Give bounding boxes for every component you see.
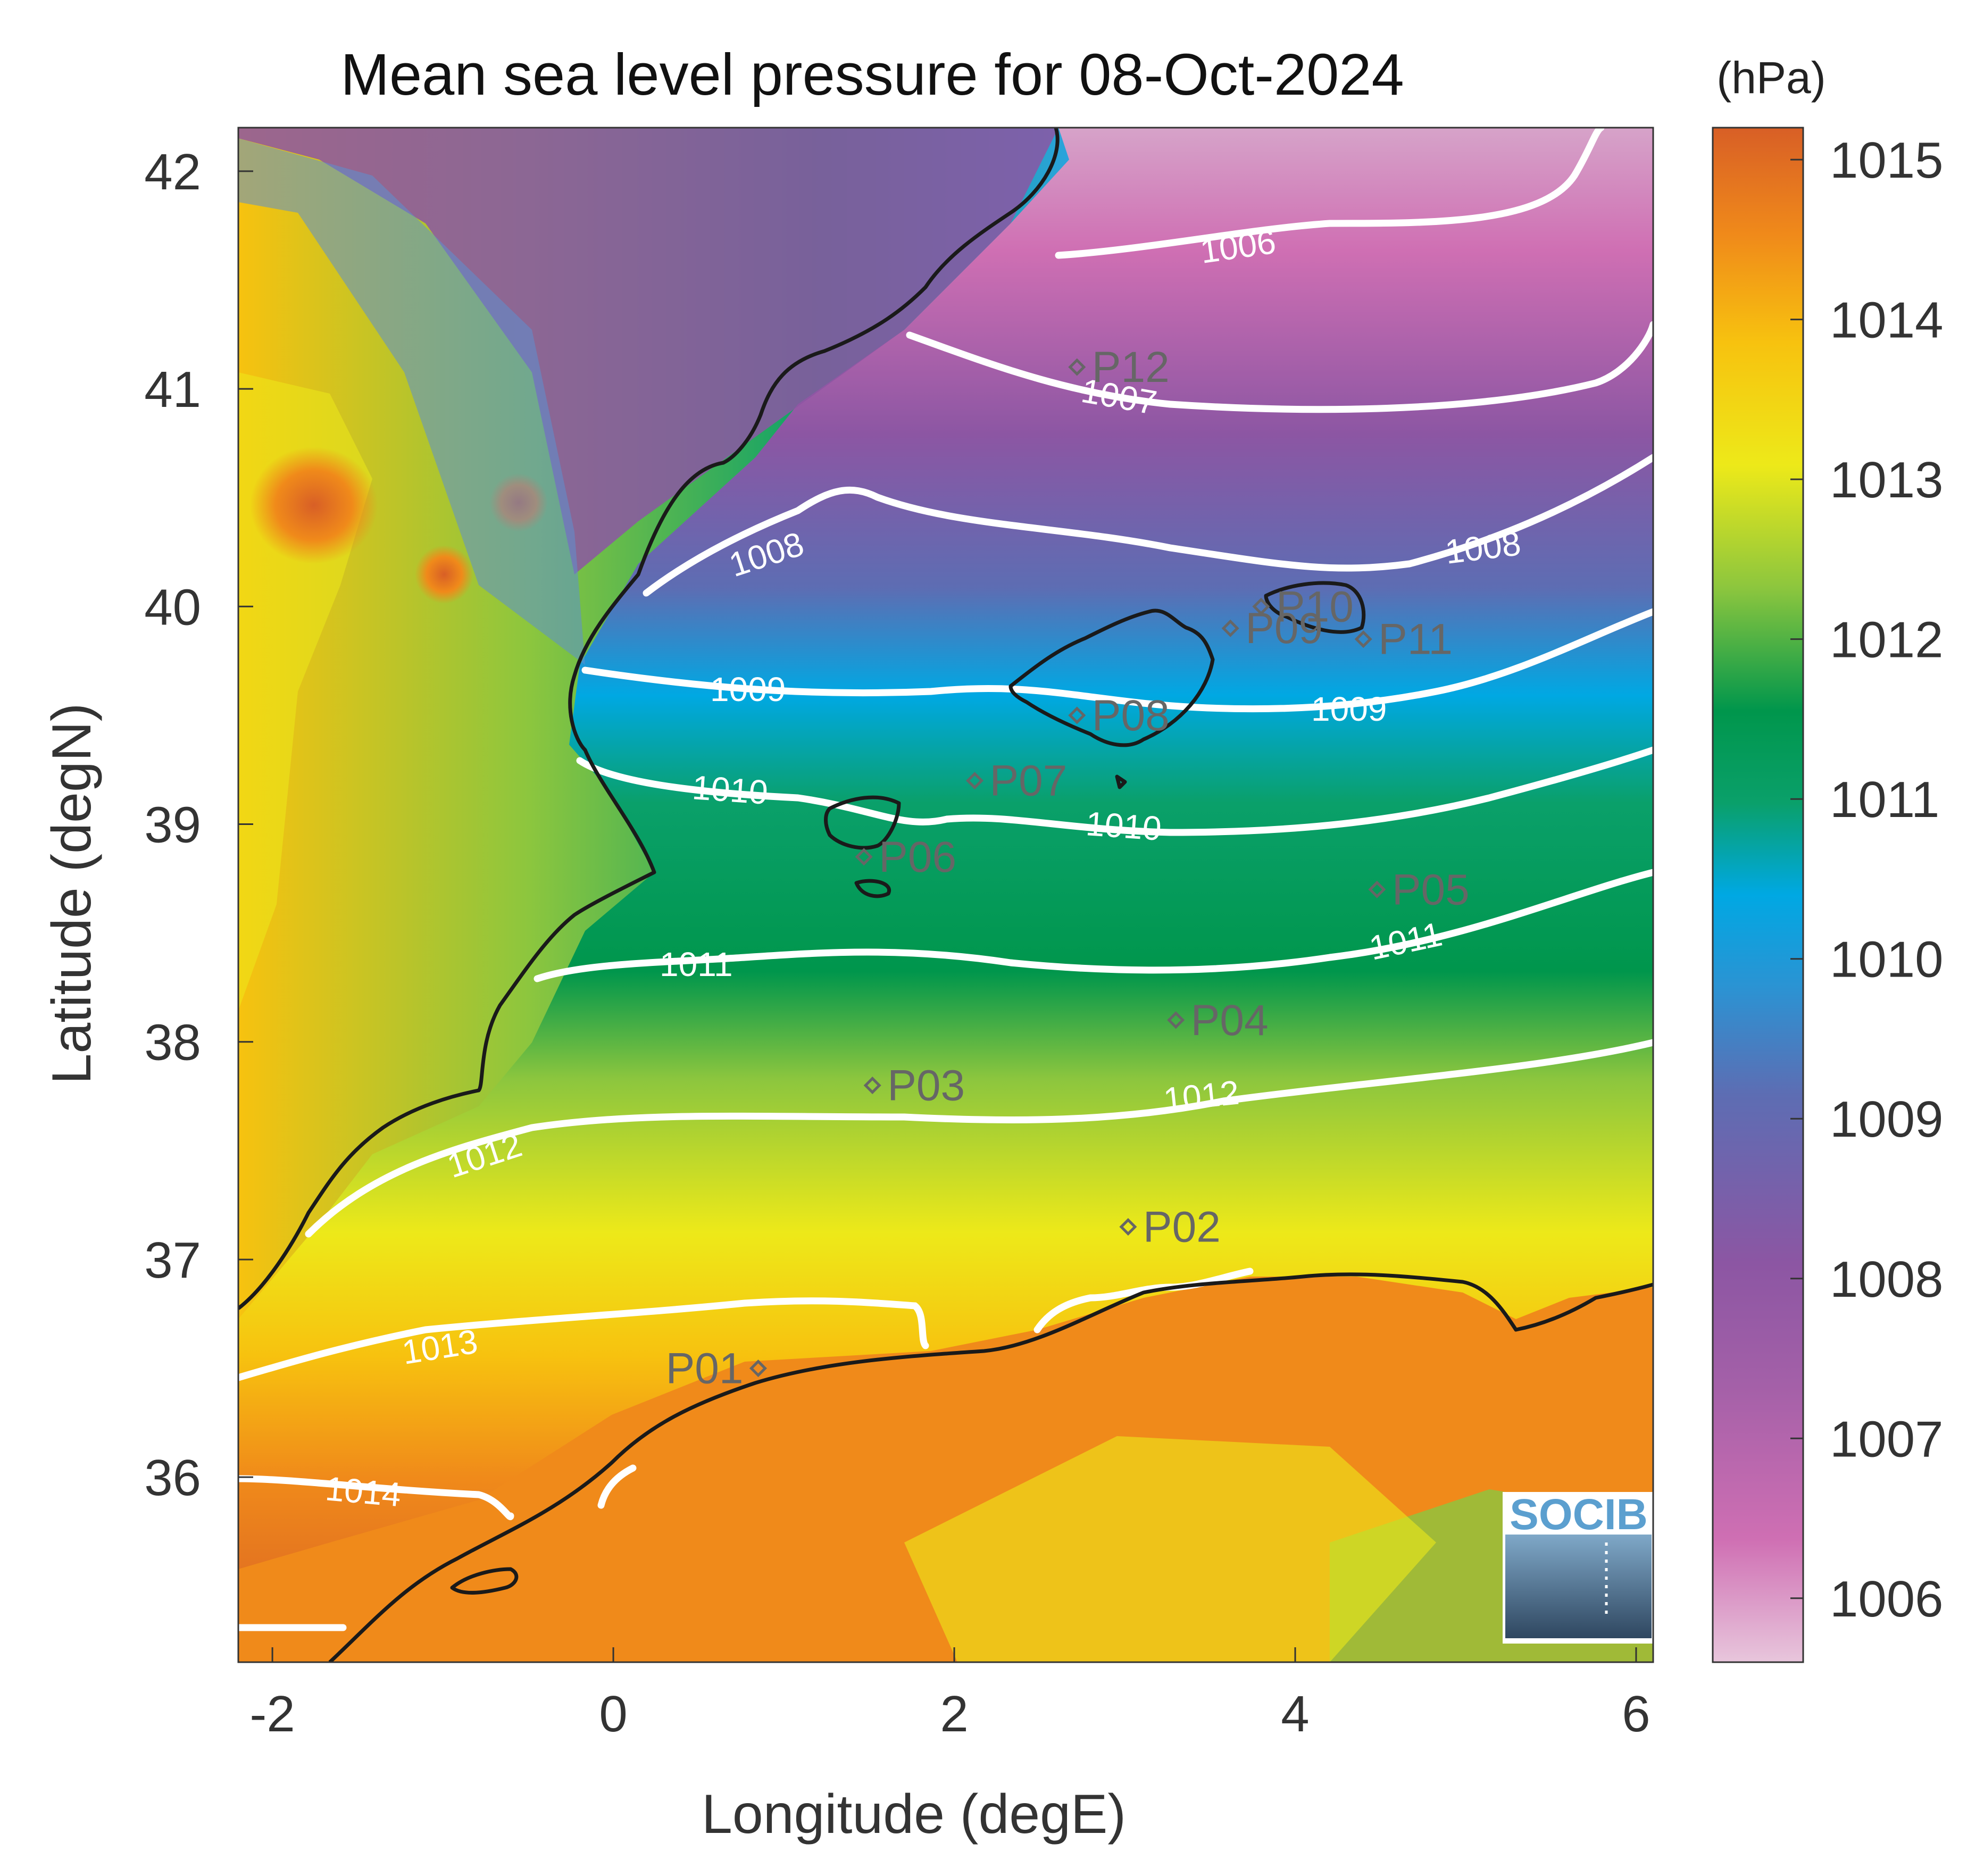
- land-hotspot-1: [250, 447, 378, 564]
- map-frame: [237, 127, 1654, 1663]
- coastline-cabrera: [1115, 774, 1127, 789]
- contour-label-1010-right: 1010: [1085, 804, 1163, 848]
- contour-label-1010-left: 1010: [691, 768, 769, 812]
- socib-logo-text: SOCIB: [1510, 1490, 1648, 1539]
- contour-1008: [643, 454, 1653, 597]
- contour-label-1012-right: 1012: [1162, 1073, 1241, 1119]
- station-marker: [1221, 619, 1239, 637]
- station-marker: [1167, 1011, 1185, 1029]
- coastline-iberia: [238, 128, 1060, 1310]
- station-marker: [1252, 597, 1270, 615]
- station-label: P07: [989, 757, 1067, 805]
- y-tick-label: 42: [144, 144, 201, 201]
- x-axis-label: Longitude (degE): [702, 1783, 1126, 1845]
- y-tick-label: 41: [144, 361, 201, 418]
- colorbar-tick-label: 1006: [1830, 1571, 1944, 1628]
- land-north-blue-fade: [238, 138, 585, 665]
- colorbar-unit: (hPa): [1716, 53, 1825, 103]
- contour-label-1011-left: 1011: [660, 945, 733, 983]
- land-north-purple: [238, 128, 1058, 574]
- station-marker: [1354, 630, 1372, 648]
- x-tick-label: 6: [1622, 1686, 1650, 1742]
- station-label: P06: [879, 833, 956, 881]
- contour-1009: [581, 608, 1653, 713]
- y-axis-label: Latitude (degN): [41, 703, 103, 1085]
- station-marker: [1368, 880, 1386, 898]
- y-tick-label: 37: [144, 1232, 201, 1289]
- colorbar-tick-label: 1010: [1830, 931, 1944, 988]
- y-axis-ticks: 36 37 38 39 40 41 42: [144, 144, 253, 1506]
- station-marker: [863, 1077, 881, 1095]
- contour-1010: [576, 746, 1653, 836]
- y-tick-label: 39: [144, 797, 201, 854]
- x-tick-label: 0: [599, 1686, 627, 1742]
- coastline-africa: [328, 1272, 1653, 1662]
- coastline-alboran-island: [450, 1567, 519, 1595]
- coastline-formentera: [854, 879, 891, 898]
- contour-1012: [305, 1039, 1653, 1238]
- station-label: P11: [1378, 615, 1453, 664]
- socib-logo: SOCIB: [1503, 1490, 1653, 1644]
- colorbar-tick-label: 1013: [1830, 452, 1944, 508]
- socib-logo-gradient: [1505, 1535, 1652, 1638]
- land-hotspot-3: [415, 545, 473, 604]
- pressure-contours: [238, 128, 1653, 1631]
- station-label: P03: [887, 1062, 965, 1110]
- station-label: P12: [1092, 343, 1170, 391]
- colorbar-tick-label: 1009: [1830, 1091, 1944, 1148]
- contour-label-1009-right: 1009: [1311, 690, 1387, 728]
- contour-1007: [906, 321, 1653, 413]
- y-tick-label: 38: [144, 1014, 201, 1071]
- colorbar-bar: [1712, 127, 1804, 1663]
- contour-1014: [238, 1464, 637, 1521]
- coastline-mallorca: [1008, 608, 1215, 747]
- station-label: P10: [1276, 582, 1354, 631]
- station-label: P01: [666, 1345, 744, 1393]
- land-africa-yellow: [904, 1436, 1436, 1662]
- station-marker: [1068, 706, 1086, 724]
- colorbar-tick-label: 1014: [1830, 292, 1944, 349]
- y-tick-label: 36: [144, 1449, 201, 1506]
- contour-1013: [238, 1268, 1254, 1381]
- colorbar-tick-label: 1012: [1830, 612, 1944, 669]
- contour-1011: [533, 869, 1653, 982]
- contour-1006: [1055, 128, 1605, 259]
- station-label: P05: [1392, 865, 1470, 914]
- coastline: [238, 128, 1653, 1662]
- colorbar-ticks: 1006 1007 1008 1009 1010 1011 1012 1013 1014 1015: [1790, 132, 1944, 1628]
- chart-title: Mean sea level pressure for 08-Oct-2024: [340, 42, 1404, 107]
- station-marker: [855, 848, 873, 866]
- colorbar-tick-label: 1011: [1830, 771, 1939, 828]
- station-label: P08: [1092, 691, 1170, 740]
- x-tick-label: 4: [1281, 1686, 1309, 1742]
- coastline-menorca: [1264, 581, 1366, 634]
- colorbar: 1006 1007 1008 1009 1010 1011 1012 1013 1014 1015…: [1712, 53, 1944, 1663]
- x-tick-label: 2: [940, 1686, 968, 1742]
- y-tick-label: 40: [144, 579, 201, 636]
- x-axis-ticks: -2 0 2 4 6: [249, 1647, 1650, 1742]
- station-marker: [965, 772, 984, 790]
- x-tick-label: -2: [249, 1686, 295, 1742]
- colorbar-tick-label: 1007: [1830, 1411, 1944, 1468]
- contour-label-1008-right: 1008: [1443, 524, 1523, 571]
- colorbar-tick-label: 1008: [1830, 1251, 1944, 1308]
- station-marker: [1119, 1218, 1137, 1236]
- station-label: P04: [1191, 996, 1269, 1045]
- coastline-ibiza: [824, 795, 901, 850]
- station-label: P02: [1143, 1203, 1221, 1252]
- colorbar-tick-label: 1015: [1830, 132, 1944, 189]
- contour-label-1014: 1014: [324, 1469, 403, 1514]
- station-marker: [749, 1360, 768, 1378]
- station-marker: [1068, 358, 1086, 376]
- contour-label-1009-left: 1009: [710, 670, 786, 708]
